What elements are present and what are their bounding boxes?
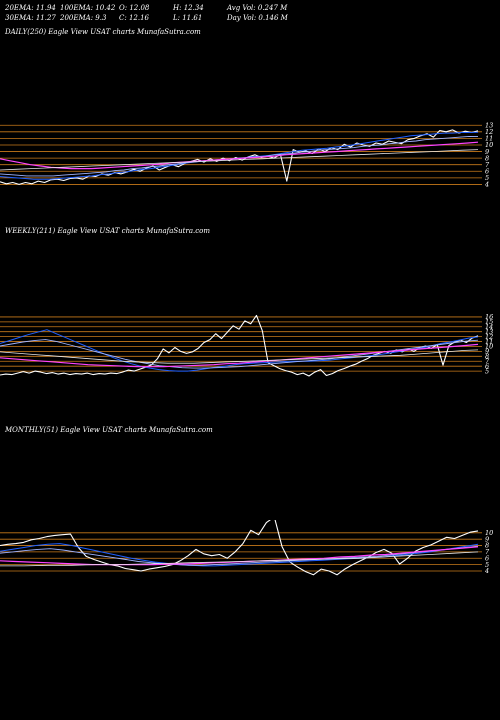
y-tick-label: 9 bbox=[485, 148, 489, 156]
y-tick-label: 10 bbox=[485, 529, 493, 537]
ema-slow-line bbox=[0, 141, 479, 170]
y-tick-label: 13 bbox=[485, 328, 493, 336]
y-tick-label: 4 bbox=[484, 567, 489, 575]
monthly-chart-title: MONTHLY(51) Eagle View USAT charts Munaf… bbox=[5, 426, 213, 434]
y-tick-label: 11 bbox=[485, 338, 493, 346]
y-tick-label: 4 bbox=[484, 181, 489, 189]
y-tick-label: 5 bbox=[485, 561, 489, 569]
ema-mid-line bbox=[0, 545, 479, 566]
y-tick-label: 5 bbox=[485, 367, 489, 375]
y-tick-label: 6 bbox=[485, 167, 489, 175]
stat-close: C: 12.16 bbox=[119, 14, 149, 22]
y-tick-label: 7 bbox=[485, 161, 490, 169]
ema-long-line bbox=[0, 349, 479, 364]
y-tick-label: 9 bbox=[485, 535, 489, 543]
y-tick-label: 15 bbox=[485, 318, 493, 326]
ema-long-line bbox=[0, 551, 479, 567]
y-tick-label: 7 bbox=[485, 548, 490, 556]
y-tick-label: 14 bbox=[485, 323, 493, 331]
daily-chart-title: DAILY(250) Eagle View USAT charts Munafa… bbox=[5, 28, 201, 36]
stat-200ema: 200EMA: 9.3 bbox=[60, 14, 107, 22]
stat-avg-vol: Avg Vol: 0.247 M bbox=[227, 4, 288, 12]
y-tick-label: 12 bbox=[485, 333, 493, 341]
y-tick-label: 6 bbox=[485, 554, 489, 562]
y-tick-label: 8 bbox=[485, 542, 489, 550]
stat-open: O: 12.08 bbox=[119, 4, 150, 12]
stat-20ema: 20EMA: 11.94 bbox=[5, 4, 56, 12]
y-tick-label: 11 bbox=[485, 135, 493, 143]
stat-30ema: 30EMA: 11.27 bbox=[5, 14, 56, 22]
y-tick-label: 13 bbox=[485, 121, 493, 129]
ema-fast-line bbox=[0, 131, 479, 180]
stat-low: L: 11.61 bbox=[173, 14, 203, 22]
ema-mid-line bbox=[0, 135, 479, 177]
stat-100ema: 100EMA: 10.42 bbox=[60, 4, 116, 12]
y-tick-label: 9 bbox=[485, 348, 489, 356]
y-tick-label: 5 bbox=[485, 174, 489, 182]
ema-fast-line bbox=[0, 543, 479, 567]
y-tick-label: 10 bbox=[485, 141, 493, 149]
y-tick-label: 12 bbox=[485, 128, 493, 136]
stat-high: H: 12.34 bbox=[173, 4, 204, 12]
price-line bbox=[0, 520, 479, 576]
y-tick-label: 16 bbox=[485, 313, 493, 321]
y-tick-label: 10 bbox=[485, 343, 493, 351]
y-tick-label: 6 bbox=[485, 362, 489, 370]
weekly-chart-title: WEEKLY(211) Eagle View USAT charts Munaf… bbox=[5, 227, 211, 235]
ema-slow-line bbox=[0, 343, 479, 368]
stat-day-vol: Day Vol: 0.146 M bbox=[227, 14, 288, 22]
ema-long-line bbox=[0, 149, 479, 171]
ema-fast-line bbox=[0, 329, 479, 372]
ema-mid-line bbox=[0, 339, 479, 369]
y-tick-label: 8 bbox=[485, 353, 489, 361]
y-tick-label: 8 bbox=[485, 154, 489, 162]
y-tick-label: 7 bbox=[485, 357, 490, 365]
